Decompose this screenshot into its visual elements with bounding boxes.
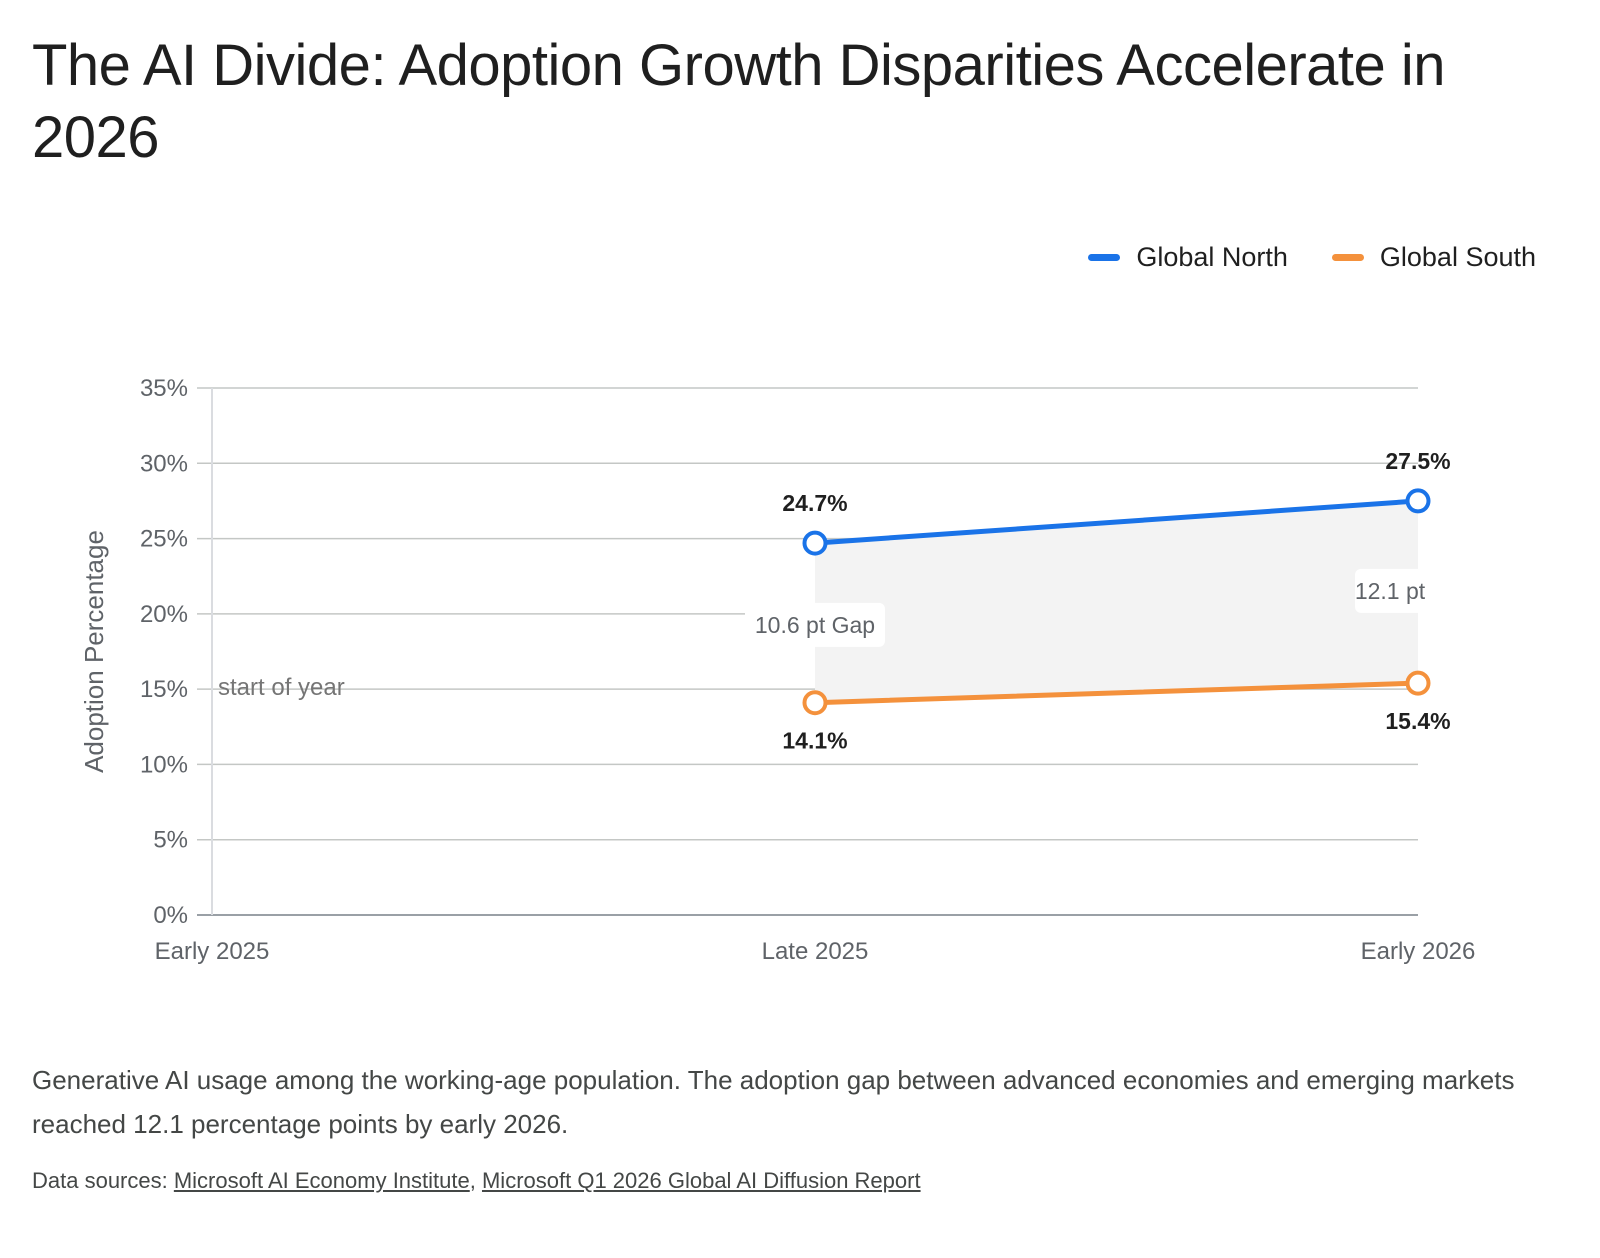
gap-annotation-label: 12.1 pt <box>1355 578 1426 604</box>
y-tick-label: 5% <box>153 827 188 854</box>
gap-area <box>815 500 1418 703</box>
data-sources: Data sources: Microsoft AI Economy Insti… <box>32 1168 921 1194</box>
legend-item-global-south[interactable]: Global South <box>1331 242 1536 273</box>
x-tick-label: Early 2025 <box>155 938 270 965</box>
y-tick-label: 20% <box>140 601 188 628</box>
data-label: 15.4% <box>1385 708 1450 734</box>
y-tick-label: 15% <box>140 676 188 703</box>
series-line-global-north <box>812 498 1421 546</box>
reference-line-label: start of year <box>218 674 345 701</box>
legend-swatch-global-north <box>1088 254 1121 261</box>
series-line-global-south <box>812 680 1421 706</box>
chart-caption: Generative AI usage among the working-ag… <box>32 1065 1515 1139</box>
x-tick-label: Early 2026 <box>1361 938 1476 965</box>
gap-annotation-box <box>1355 568 1425 613</box>
x-tick-label: Late 2025 <box>762 938 869 965</box>
source-link-ai-economy-institute[interactable]: Microsoft AI Economy Institute <box>173 1168 470 1193</box>
data-label: 14.1% <box>782 728 847 754</box>
data-point <box>802 690 828 716</box>
data-label: 24.7% <box>782 490 847 516</box>
sources-separator: , <box>469 1168 482 1193</box>
legend-swatch-global-south <box>1331 254 1364 261</box>
data-point <box>802 530 828 556</box>
gap-annotation-box <box>745 602 885 647</box>
data-label: 27.5% <box>1385 448 1450 474</box>
y-tick-label: 25% <box>140 526 188 553</box>
data-point <box>1405 488 1431 514</box>
legend: Global North Global South <box>1088 242 1536 273</box>
y-tick-label: 10% <box>140 751 188 778</box>
page-title: The AI Divide: Adoption Growth Dispariti… <box>32 33 1446 170</box>
legend-item-global-north[interactable]: Global North <box>1088 242 1288 273</box>
y-tick-label: 30% <box>140 450 188 477</box>
legend-label-global-north: Global North <box>1136 242 1288 272</box>
legend-label-global-south: Global South <box>1379 242 1536 272</box>
line-chart: 0% 5% 10% 15% 20% 25% 30% 35% Early 2025 Late 202… <box>79 375 1476 965</box>
data-point <box>1405 670 1431 696</box>
gap-annotation-label: 10.6 pt Gap <box>755 612 875 638</box>
y-tick-label: 0% <box>153 902 188 929</box>
sources-prefix: Data sources: <box>32 1168 174 1193</box>
y-axis-title: Adoption Percentage <box>79 530 109 773</box>
source-link-diffusion-report[interactable]: Microsoft Q1 2026 Global AI Diffusion Re… <box>481 1168 921 1193</box>
y-tick-label: 35% <box>140 375 188 402</box>
